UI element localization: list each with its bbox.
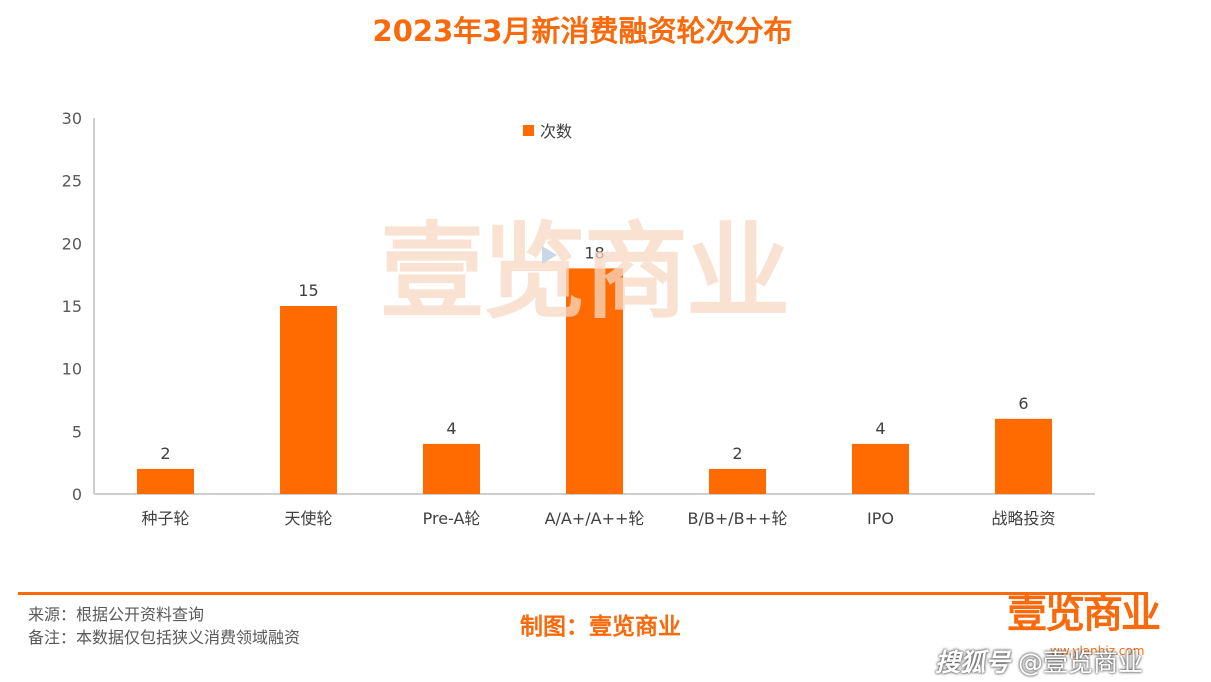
x-tick-label: A/A+/A++轮 bbox=[545, 509, 645, 528]
x-tick-label: Pre-A轮 bbox=[423, 509, 481, 528]
data-label: 4 bbox=[446, 419, 456, 438]
sohu-badge: 搜狐号 @壹览商业 bbox=[935, 643, 1143, 679]
data-label: 2 bbox=[732, 444, 742, 463]
bar-chart: 0 5 10 15 20 25 30 2 种子轮 15 天使轮 4 Pre-A轮 18 A/A+/A++轮 2… bbox=[62, 109, 1095, 528]
bar bbox=[566, 268, 623, 494]
y-tick-label: 0 bbox=[72, 485, 82, 504]
legend-label: 次数 bbox=[540, 122, 572, 141]
bar bbox=[423, 443, 480, 494]
y-tick-label: 15 bbox=[62, 297, 82, 316]
data-label: 18 bbox=[584, 243, 604, 262]
x-tick-label: B/B+/B++轮 bbox=[688, 509, 788, 528]
y-tick-label: 25 bbox=[62, 172, 82, 191]
y-tick-label: 5 bbox=[72, 422, 82, 441]
bar bbox=[995, 418, 1052, 494]
bar bbox=[137, 468, 194, 494]
sohu-handle: @壹览商业 bbox=[1017, 648, 1143, 677]
watermark-play-icon bbox=[542, 246, 557, 264]
x-tick-label: IPO bbox=[867, 509, 894, 528]
chart-title: 2023年3月新消费融资轮次分布 bbox=[372, 14, 793, 48]
watermark-text: 壹览商业 bbox=[380, 211, 790, 333]
x-tick-label: 天使轮 bbox=[284, 509, 332, 528]
credit-text: 制图：壹览商业 bbox=[520, 614, 681, 640]
footer-divider bbox=[18, 592, 1148, 595]
sohu-label: 搜狐号 bbox=[935, 648, 1011, 677]
data-label: 4 bbox=[875, 419, 885, 438]
data-label: 15 bbox=[298, 281, 318, 300]
footer-notes: 来源：根据公开资料查询 备注：本数据仅包括狭义消费领域融资 bbox=[28, 603, 300, 649]
brand-logo: 壹览商业 bbox=[1007, 591, 1161, 637]
brand-url: ww.ylanbiz.com bbox=[1050, 644, 1145, 658]
x-tick-label: 种子轮 bbox=[141, 509, 189, 528]
y-tick-label: 10 bbox=[62, 360, 82, 379]
bar bbox=[709, 468, 766, 494]
note-text: 备注：本数据仅包括狭义消费领域融资 bbox=[28, 628, 301, 647]
x-tick-label: 战略投资 bbox=[991, 509, 1055, 528]
data-label: 2 bbox=[160, 444, 170, 463]
legend-swatch bbox=[523, 125, 534, 136]
y-tick-label: 20 bbox=[62, 234, 82, 253]
bar bbox=[280, 306, 337, 494]
y-tick-label: 30 bbox=[62, 109, 82, 128]
source-text: 来源：根据公开资料查询 bbox=[28, 605, 205, 624]
bar bbox=[852, 443, 909, 494]
data-label: 6 bbox=[1018, 394, 1028, 413]
